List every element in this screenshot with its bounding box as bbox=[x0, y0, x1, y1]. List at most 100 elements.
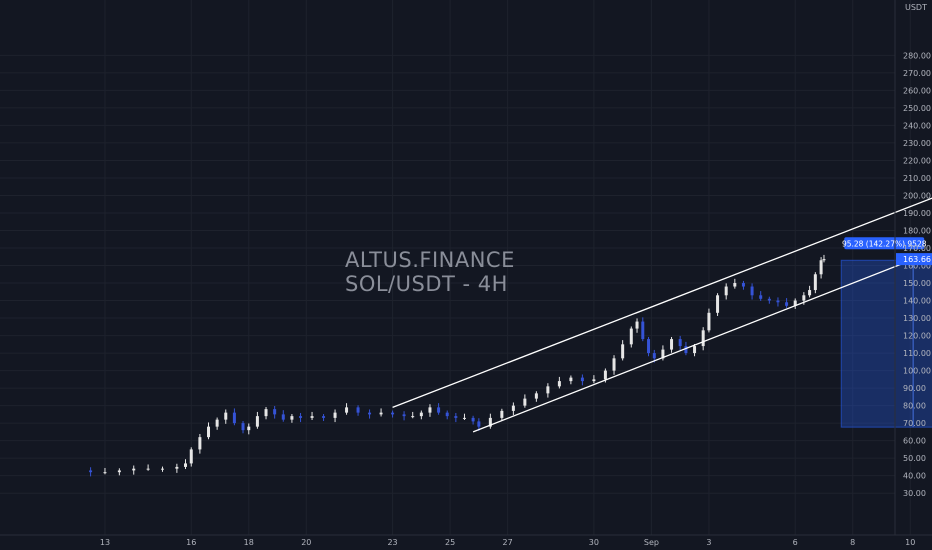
candle-body bbox=[290, 416, 294, 420]
candle-body bbox=[391, 412, 395, 415]
candle-body bbox=[310, 416, 314, 418]
chart-grid bbox=[0, 0, 911, 535]
candle-body bbox=[603, 370, 607, 380]
price-tick-label: 50.00 bbox=[903, 454, 926, 463]
candle-body bbox=[802, 295, 806, 301]
candle-body bbox=[411, 416, 415, 418]
candle-body bbox=[707, 312, 711, 331]
time-axis[interactable]: 13 16 18 20 23 25 27 30 Sep 3 6 8 10 bbox=[0, 534, 932, 547]
price-tick-label: 160.00 bbox=[903, 262, 931, 271]
last-price-label: 163.66 bbox=[903, 255, 931, 264]
candle-body bbox=[652, 353, 656, 359]
candle-body bbox=[557, 381, 561, 387]
price-tick-label: 130.00 bbox=[903, 314, 931, 323]
time-tick-label: 23 bbox=[387, 538, 397, 547]
candle-body bbox=[767, 298, 771, 301]
price-tick-label: 280.00 bbox=[903, 51, 931, 60]
candle-body bbox=[580, 377, 584, 382]
candle-body bbox=[264, 409, 268, 417]
candle-body bbox=[819, 260, 823, 275]
time-tick-label: 20 bbox=[301, 538, 311, 547]
price-tick-label: 190.00 bbox=[903, 209, 931, 218]
time-tick-label: 10 bbox=[905, 538, 915, 547]
candle-body bbox=[379, 412, 383, 415]
candle-body bbox=[445, 412, 449, 417]
candle-body bbox=[299, 416, 303, 418]
candle-body bbox=[693, 346, 697, 354]
candle-body bbox=[733, 283, 737, 287]
candle-body bbox=[273, 409, 277, 415]
price-axis[interactable]: USDT 280.00 270.00 260.00 250.00 240.00 230.00… bbox=[894, 0, 932, 535]
candle-body bbox=[629, 328, 633, 345]
price-tick-label: 150.00 bbox=[903, 279, 931, 288]
price-tick-label: 180.00 bbox=[903, 226, 931, 235]
price-tick-label: 60.00 bbox=[903, 437, 926, 446]
candle-body bbox=[184, 463, 188, 467]
candle-body bbox=[724, 286, 728, 296]
candle-body bbox=[569, 377, 573, 382]
candle-body bbox=[207, 426, 211, 438]
candle-body bbox=[462, 417, 466, 419]
candle-body bbox=[741, 283, 745, 287]
price-tick-label: 230.00 bbox=[903, 139, 931, 148]
candle-body bbox=[368, 412, 372, 415]
candle-body bbox=[103, 472, 107, 474]
candle-body bbox=[621, 344, 625, 359]
watermark-title: ALTUS.FINANCE bbox=[345, 248, 515, 272]
candle-body bbox=[117, 470, 121, 473]
candle-body bbox=[356, 407, 360, 413]
candle-body bbox=[189, 449, 193, 464]
candle-body bbox=[661, 349, 665, 359]
time-tick-label: 3 bbox=[706, 538, 711, 547]
candle-body bbox=[793, 300, 797, 306]
candle-body bbox=[437, 407, 441, 413]
candle-body bbox=[454, 416, 458, 418]
candle-body bbox=[428, 407, 432, 413]
price-tick-label: 80.00 bbox=[903, 402, 926, 411]
candle-body bbox=[247, 426, 251, 431]
price-tick-label: 200.00 bbox=[903, 191, 931, 200]
measure-label: 95.28 (142.27%) 9528 bbox=[842, 239, 927, 248]
price-tick-label: 70.00 bbox=[903, 419, 926, 428]
candle-body bbox=[322, 416, 326, 418]
time-tick-label: 30 bbox=[589, 538, 599, 547]
price-tick-label: 120.00 bbox=[903, 332, 931, 341]
plot-area: 95.28 (142.27%) 9528 bbox=[89, 197, 932, 477]
price-tick-label: 240.00 bbox=[903, 121, 931, 130]
candle-body bbox=[224, 412, 228, 420]
candle-body bbox=[759, 295, 763, 299]
candle-body bbox=[670, 339, 674, 350]
candle-body bbox=[488, 417, 492, 427]
price-tick-label: 30.00 bbox=[903, 489, 926, 498]
price-tick-label: 110.00 bbox=[903, 349, 931, 358]
candle-body bbox=[635, 321, 639, 329]
candle-body bbox=[822, 259, 826, 261]
candle-body bbox=[684, 346, 688, 354]
time-tick-label: 13 bbox=[100, 538, 110, 547]
candle-body bbox=[146, 468, 150, 470]
candle-body bbox=[813, 274, 817, 291]
candle-body bbox=[89, 470, 93, 473]
candle-body bbox=[523, 398, 527, 406]
candle-body bbox=[641, 321, 645, 340]
price-tick-label: 100.00 bbox=[903, 367, 931, 376]
candle-body bbox=[716, 295, 720, 313]
price-tick-label: 270.00 bbox=[903, 69, 931, 78]
last-price-badge bbox=[896, 253, 932, 266]
price-tick-label: 210.00 bbox=[903, 174, 931, 183]
price-tick-label: 170.00 bbox=[903, 244, 931, 253]
watermark-subtitle: SOL/USDT - 4H bbox=[345, 272, 508, 296]
price-tick-label: 250.00 bbox=[903, 104, 931, 113]
candle-body bbox=[678, 339, 682, 347]
candle-body bbox=[281, 414, 285, 420]
candle-body bbox=[477, 421, 481, 427]
measure-box bbox=[840, 259, 932, 428]
candle-body bbox=[612, 358, 616, 371]
candle-body bbox=[345, 407, 349, 413]
time-tick-label: 6 bbox=[793, 538, 798, 547]
candle-body bbox=[232, 412, 236, 424]
candle-body bbox=[419, 412, 423, 417]
time-tick-label: 16 bbox=[186, 538, 196, 547]
candle-body bbox=[500, 410, 504, 418]
